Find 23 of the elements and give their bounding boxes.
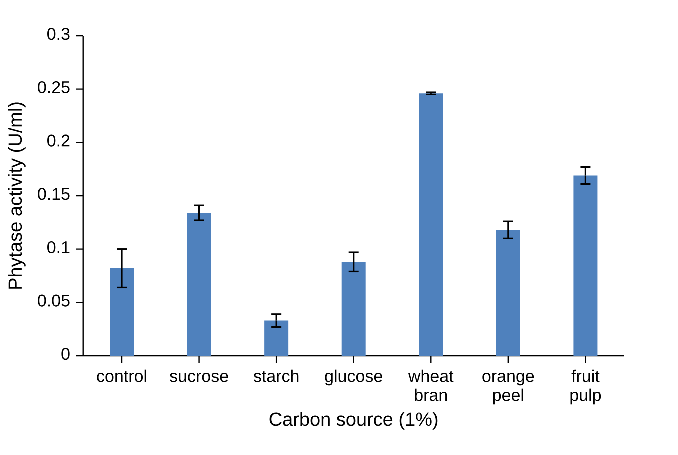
y-tick-label: 0.1: [48, 241, 70, 254]
x-tick-label: glucose: [325, 370, 382, 386]
y-tick-label: 0.3: [48, 28, 70, 40]
bar: [496, 230, 520, 356]
x-tick-label: starch: [254, 370, 299, 382]
bar: [187, 213, 212, 356]
bar: [110, 268, 134, 356]
bar: [574, 176, 598, 356]
x-tick-label: control: [97, 370, 146, 382]
y-tick-label: 0.25: [38, 81, 70, 94]
x-tick-label: fruit pulp: [570, 370, 602, 405]
x-tick-label: wheat bran: [408, 370, 454, 402]
y-tick-label: 0.15: [38, 188, 70, 200]
x-axis-title: Carbon source (1%): [270, 412, 438, 430]
y-tick-label: 0.05: [38, 294, 70, 307]
y-tick-label: 0.2: [48, 134, 70, 147]
x-tick-label: orange peel: [482, 373, 534, 405]
bar: [342, 262, 366, 356]
y-axis-title: Phytase activity (U/ml): [8, 102, 26, 289]
bar: [419, 94, 444, 356]
bar: [264, 320, 289, 356]
y-tick-label: 0: [62, 348, 70, 360]
x-tick-label: sucrose: [170, 373, 228, 382]
